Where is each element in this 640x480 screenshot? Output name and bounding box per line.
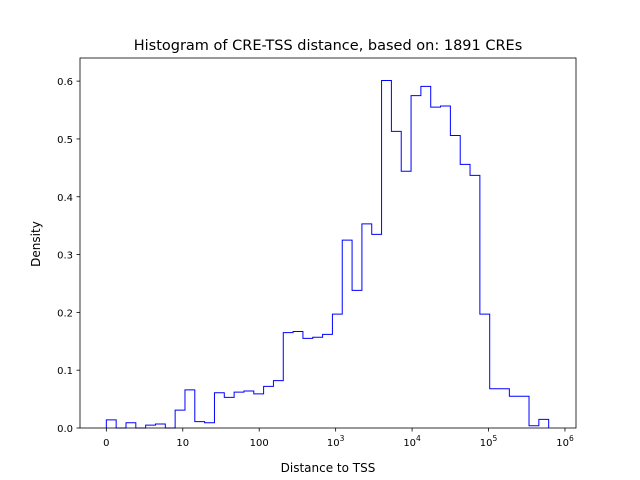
x-tick-label: 104 bbox=[403, 434, 421, 449]
x-tick-label: 105 bbox=[480, 434, 498, 449]
y-tick-label: 0.2 bbox=[57, 308, 73, 319]
y-tick-label: 0.1 bbox=[57, 366, 73, 377]
x-axis-label: Distance to TSS bbox=[281, 461, 376, 475]
histogram-outline bbox=[105, 80, 550, 429]
plot-area: 0.0 0.1 0.2 0.3 0.4 0.5 0.6 0 10 100 103 104 105 106 bbox=[57, 57, 577, 449]
y-axis-label: Density bbox=[29, 221, 43, 267]
chart-title: Histogram of CRE-TSS distance, based on:… bbox=[134, 38, 523, 54]
x-tick-label: 0 bbox=[103, 438, 109, 449]
axes-frame bbox=[79, 57, 577, 429]
y-tick-label: 0.5 bbox=[57, 135, 73, 146]
y-tick-label: 0.3 bbox=[57, 251, 73, 262]
x-tick-label: 10 bbox=[176, 438, 189, 449]
y-tick-label: 0.0 bbox=[57, 424, 73, 435]
x-tick-label: 103 bbox=[327, 434, 345, 449]
y-tick-label: 0.6 bbox=[57, 77, 73, 88]
y-tick-label: 0.4 bbox=[57, 193, 73, 204]
x-tick-label: 106 bbox=[556, 434, 574, 449]
x-tick-label: 100 bbox=[250, 438, 269, 449]
